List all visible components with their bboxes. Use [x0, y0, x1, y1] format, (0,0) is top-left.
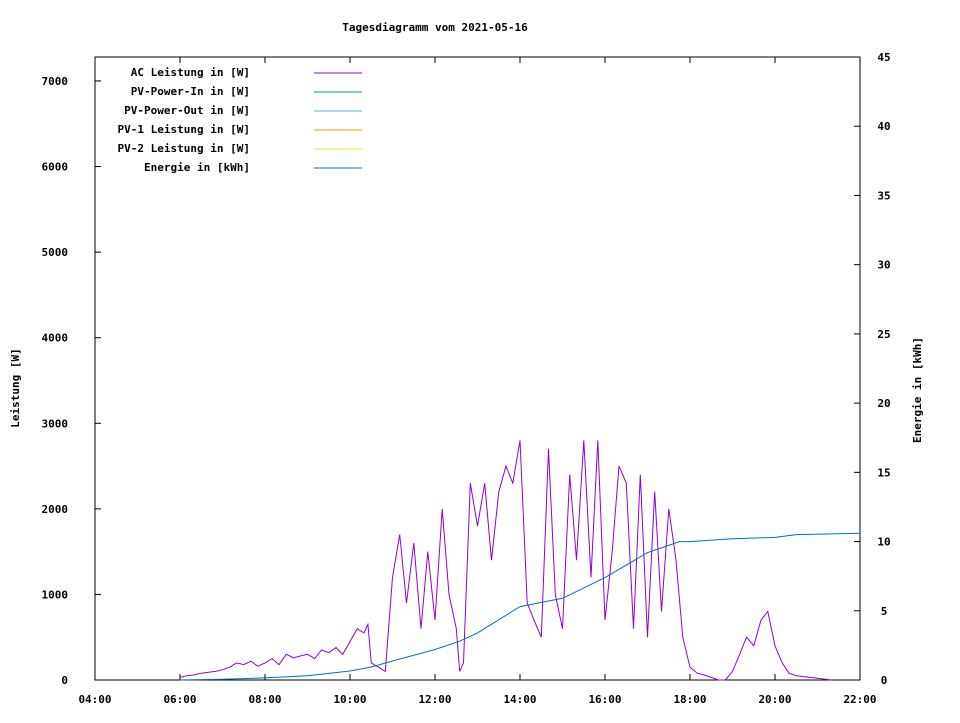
legend-label: PV-1 Leistung in [W]	[118, 123, 250, 136]
y-axis-label: Leistung [W]	[9, 348, 22, 427]
y2-tick-label: 15	[877, 466, 890, 479]
series-line-5	[179, 532, 861, 681]
y-tick-label: 5000	[42, 246, 69, 259]
series-line-0	[179, 440, 832, 681]
x-tick-label: 06:00	[163, 693, 196, 706]
y-tick-label: 2000	[42, 503, 69, 516]
y-tick-label: 6000	[42, 161, 69, 174]
x-tick-label: 16:00	[588, 693, 621, 706]
y2-tick-label: 25	[877, 328, 890, 341]
x-tick-label: 20:00	[758, 693, 791, 706]
y2-tick-label: 10	[877, 536, 890, 549]
y2-tick-label: 0	[881, 674, 888, 687]
legend-label: AC Leistung in [W]	[131, 66, 250, 79]
plot-frame	[94, 56, 861, 681]
x-tick-label: 14:00	[503, 693, 536, 706]
y2-tick-label: 45	[877, 51, 890, 64]
y-tick-label: 3000	[42, 417, 69, 430]
x-tick-label: 04:00	[78, 693, 111, 706]
y2-tick-label: 5	[881, 605, 888, 618]
y2-tick-label: 20	[877, 397, 890, 410]
y2-axis-label: Energie in [kWh]	[911, 337, 924, 443]
x-tick-label: 18:00	[673, 693, 706, 706]
legend-label: Energie in [kWh]	[144, 161, 250, 174]
y-tick-label: 0	[61, 674, 68, 687]
legend-label: PV-Power-Out in [W]	[124, 104, 250, 117]
y2-tick-label: 35	[877, 189, 890, 202]
y-tick-label: 7000	[42, 75, 69, 88]
x-tick-label: 22:00	[843, 693, 876, 706]
y2-tick-label: 40	[877, 120, 890, 133]
legend-label: PV-Power-In in [W]	[131, 85, 250, 98]
x-tick-label: 10:00	[333, 693, 366, 706]
legend-label: PV-2 Leistung in [W]	[118, 142, 250, 155]
chart-title: Tagesdiagramm vom 2021-05-16	[342, 21, 528, 34]
x-tick-label: 08:00	[248, 693, 281, 706]
y-tick-label: 4000	[42, 332, 69, 345]
x-tick-label: 12:00	[418, 693, 451, 706]
y-tick-label: 1000	[42, 588, 69, 601]
y2-tick-label: 30	[877, 259, 890, 272]
